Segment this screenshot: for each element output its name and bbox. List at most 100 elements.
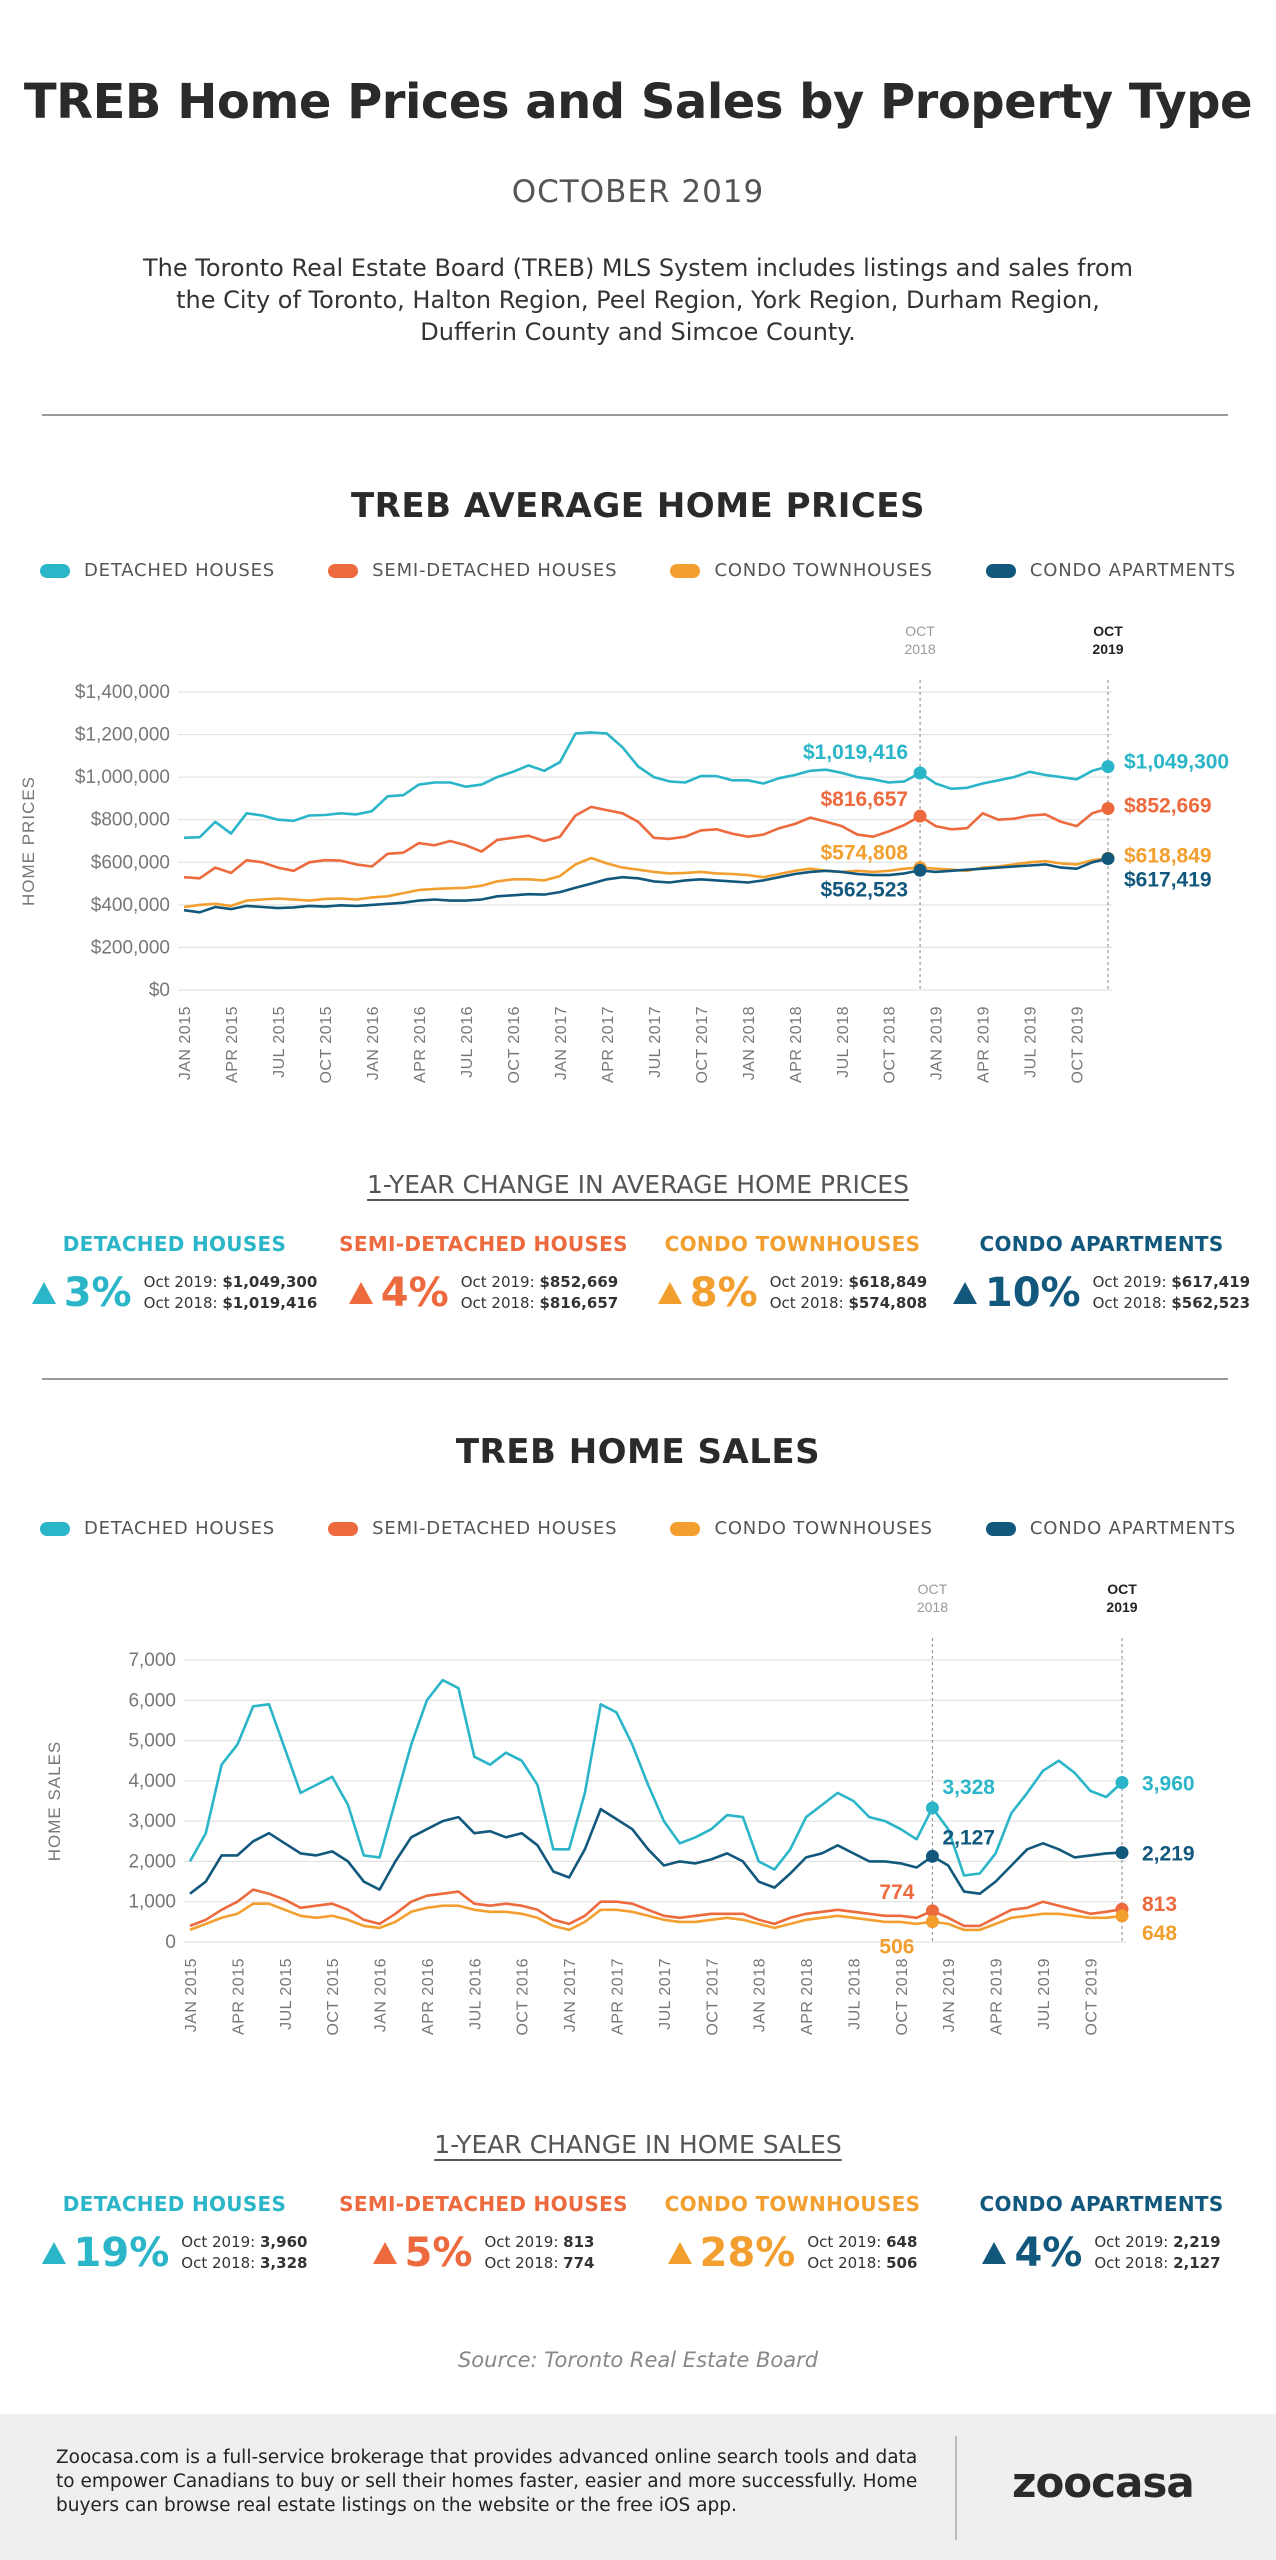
source-note: Source: Toronto Real Estate Board bbox=[457, 2348, 819, 2372]
change-card-detached: DETACHED HOUSES 19% Oct 2019: 3,960 Oct 2… bbox=[25, 2192, 325, 2276]
card-percent: 10% bbox=[984, 1270, 1081, 1316]
legend-label: CONDO TOWNHOUSES bbox=[714, 1518, 933, 1539]
card-name: SEMI-DETACHED HOUSES bbox=[339, 2192, 628, 2216]
card-line1-label: Oct 2019: bbox=[769, 1273, 844, 1291]
data-point bbox=[925, 1849, 939, 1863]
x-tick-label: APR 2018 bbox=[799, 1958, 816, 2035]
data-point bbox=[1101, 760, 1115, 774]
data-point bbox=[925, 1904, 939, 1918]
card-line1-value: $852,669 bbox=[539, 1273, 619, 1291]
data-point bbox=[1101, 852, 1115, 866]
card-line2-label: Oct 2018: bbox=[769, 1294, 844, 1312]
change-card-townhouse: CONDO TOWNHOUSES 28% Oct 2019: 648 Oct 20… bbox=[643, 2192, 943, 2276]
x-tick-label: OCT 2015 bbox=[318, 1006, 335, 1084]
data-label: $1,019,416 bbox=[803, 741, 908, 764]
up-triangle-icon bbox=[348, 1282, 373, 1304]
sales-legend: DETACHED HOUSES SEMI-DETACHED HOUSES CON… bbox=[40, 1518, 1236, 1539]
change-card-townhouse: CONDO TOWNHOUSES 8% Oct 2019: $618,849 Oc… bbox=[643, 1232, 943, 1316]
up-triangle-icon bbox=[982, 2242, 1007, 2264]
legend-item-condo: CONDO APARTMENTS bbox=[985, 1518, 1236, 1539]
card-line2-value: $574,808 bbox=[848, 1294, 928, 1312]
change-card-condo: CONDO APARTMENTS 10% Oct 2019: $617,419 O… bbox=[952, 1232, 1252, 1316]
divider bbox=[42, 1378, 1228, 1380]
card-line1-value: 648 bbox=[886, 2233, 918, 2251]
legend-item-detached: DETACHED HOUSES bbox=[40, 560, 275, 581]
data-label: 648 bbox=[1142, 1922, 1177, 1945]
card-line2-label: Oct 2018: bbox=[143, 1294, 218, 1312]
data-point bbox=[913, 766, 927, 780]
y-tick-label: $400,000 bbox=[91, 895, 170, 916]
data-label: $562,523 bbox=[820, 878, 908, 901]
card-line2-label: Oct 2018: bbox=[807, 2254, 882, 2272]
card-line1-label: Oct 2019: bbox=[460, 1273, 535, 1291]
y-tick-label: 1,000 bbox=[128, 1892, 176, 1913]
footer: Zoocasa.com is a full-service brokerage … bbox=[0, 2414, 1276, 2560]
sales-chart: 0 1,000 2,000 3,000 4,000 5,000 6,000 7,000 HOME… bbox=[45, 1581, 1195, 2036]
data-label: $852,669 bbox=[1124, 795, 1212, 818]
x-tick-label: JAN 2019 bbox=[941, 1958, 958, 2032]
card-name: SEMI-DETACHED HOUSES bbox=[339, 1232, 628, 1256]
series-line bbox=[189, 1807, 1123, 1896]
legend-label: DETACHED HOUSES bbox=[84, 1518, 275, 1539]
data-label: 3,328 bbox=[942, 1776, 995, 1799]
x-tick-label: JAN 2019 bbox=[929, 1006, 946, 1080]
legend-item-semi: SEMI-DETACHED HOUSES bbox=[328, 1518, 617, 1539]
x-tick-label: OCT 2017 bbox=[694, 1006, 711, 1084]
data-point bbox=[925, 1915, 939, 1929]
x-tick-label: JAN 2015 bbox=[177, 1006, 194, 1080]
legend-swatch bbox=[328, 563, 359, 578]
legend-label: CONDO TOWNHOUSES bbox=[714, 560, 933, 581]
page-subtitle: OCTOBER 2019 bbox=[511, 174, 765, 210]
sales-change-cards: DETACHED HOUSES 19% Oct 2019: 3,960 Oct 2… bbox=[20, 2192, 1256, 2276]
marker-label: OCT bbox=[1107, 1581, 1137, 1597]
card-percent: 19% bbox=[73, 2230, 170, 2276]
marker-label: OCT bbox=[918, 1581, 948, 1597]
data-point bbox=[1115, 1909, 1129, 1923]
legend-swatch bbox=[40, 563, 70, 578]
change-card-detached: DETACHED HOUSES 3% Oct 2019: $1,049,300 O… bbox=[25, 1232, 325, 1316]
x-tick-label: JUL 2019 bbox=[1036, 1958, 1053, 2030]
data-point bbox=[1101, 802, 1115, 816]
change-card-semi: SEMI-DETACHED HOUSES 4% Oct 2019: $852,6… bbox=[334, 1232, 634, 1316]
data-label: $617,419 bbox=[1124, 869, 1212, 892]
x-tick-label: JAN 2018 bbox=[741, 1006, 758, 1080]
marker-label: 2018 bbox=[904, 641, 935, 657]
x-tick-label: JAN 2018 bbox=[752, 1958, 769, 2032]
card-line2-value: 506 bbox=[886, 2254, 918, 2272]
card-line2-value: $562,523 bbox=[1171, 1294, 1251, 1312]
data-label: $574,808 bbox=[820, 842, 908, 865]
series-line bbox=[189, 1888, 1123, 1928]
legend-swatch bbox=[328, 1521, 359, 1536]
card-line1-label: Oct 2019: bbox=[1094, 2233, 1169, 2251]
divider bbox=[42, 414, 1228, 416]
card-name: CONDO TOWNHOUSES bbox=[664, 1232, 921, 1256]
marker-label: 2019 bbox=[1092, 641, 1123, 657]
card-line2-value: 2,127 bbox=[1173, 2254, 1221, 2272]
x-tick-label: JUL 2015 bbox=[271, 1006, 288, 1078]
up-triangle-icon bbox=[952, 1282, 977, 1304]
marker-label: 2019 bbox=[1106, 1599, 1137, 1615]
y-tick-label: 7,000 bbox=[128, 1650, 176, 1671]
card-line1-label: Oct 2019: bbox=[181, 2233, 256, 2251]
marker-label: OCT bbox=[1093, 623, 1123, 639]
change-card-semi: SEMI-DETACHED HOUSES 5% Oct 2019: 813 Oct… bbox=[334, 2192, 634, 2276]
zoocasa-logo[interactable]: zoocasa bbox=[1012, 2458, 1195, 2507]
legend-label: CONDO APARTMENTS bbox=[1029, 560, 1236, 581]
x-tick-label: JUL 2016 bbox=[459, 1006, 476, 1078]
card-line2-value: 3,328 bbox=[260, 2254, 308, 2272]
legend-label: DETACHED HOUSES bbox=[84, 560, 275, 581]
x-tick-label: APR 2015 bbox=[230, 1958, 247, 2035]
card-percent: 4% bbox=[380, 1270, 449, 1316]
x-tick-label: OCT 2015 bbox=[325, 1958, 342, 2036]
x-tick-label: APR 2018 bbox=[788, 1006, 805, 1083]
x-tick-label: JUL 2016 bbox=[467, 1958, 484, 2030]
x-tick-label: OCT 2018 bbox=[894, 1958, 911, 2036]
data-point bbox=[1115, 1775, 1129, 1789]
up-triangle-icon bbox=[657, 1282, 682, 1304]
x-tick-label: APR 2016 bbox=[412, 1006, 429, 1083]
card-line1-value: 2,219 bbox=[1173, 2233, 1221, 2251]
legend-swatch bbox=[40, 1521, 70, 1536]
card-percent: 5% bbox=[404, 2230, 473, 2276]
card-name: CONDO APARTMENTS bbox=[979, 2192, 1224, 2216]
y-tick-label: $1,200,000 bbox=[75, 725, 170, 746]
